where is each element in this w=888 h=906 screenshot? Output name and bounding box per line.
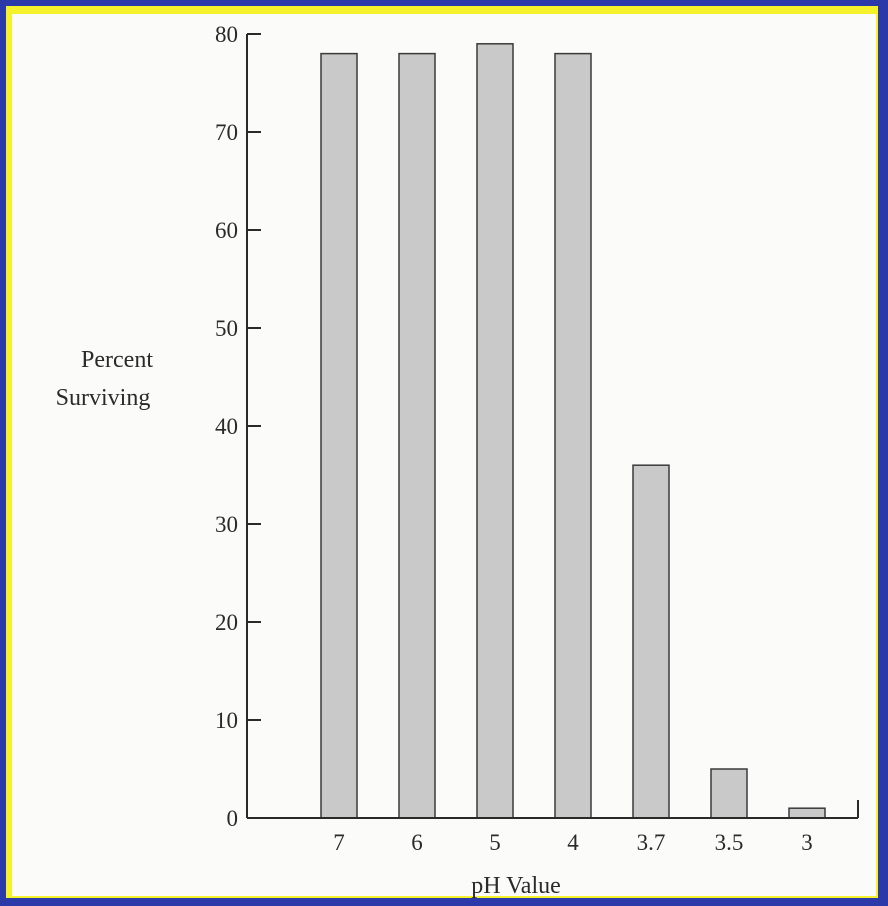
- bar-ph-5: [476, 43, 514, 819]
- y-tick-label: 30: [215, 512, 238, 537]
- x-tick-label: 4: [567, 830, 579, 855]
- x-tick-label: 3: [801, 830, 813, 855]
- x-axis-ticks: 7 6 5 4 3.7 3.5 3: [333, 830, 813, 855]
- y-tick-label: 70: [215, 120, 238, 145]
- bar-ph-3.7: [632, 464, 670, 819]
- x-tick-label: 7: [333, 830, 345, 855]
- y-tick-label: 80: [215, 22, 238, 47]
- bar-ph-6: [398, 52, 436, 819]
- x-axis-label: pH Value: [471, 873, 561, 899]
- y-tick-label: 60: [215, 218, 238, 243]
- y-tick-label: 50: [215, 316, 238, 341]
- bar-ph-3.5: [710, 768, 748, 819]
- y-tick-label: 10: [215, 708, 238, 733]
- x-tick-label: 3.5: [715, 830, 744, 855]
- bar-ph-7: [320, 52, 358, 819]
- x-tick-label: 6: [411, 830, 423, 855]
- x-tick-label: 3.7: [637, 830, 666, 855]
- bar-ph-3: [788, 807, 826, 819]
- y-axis-label-line-2: Surviving: [56, 385, 151, 411]
- x-tick-label: 5: [489, 830, 501, 855]
- y-axis-ticks: 0 10 20 30 40 50 60 70 80: [215, 22, 261, 831]
- bar-ph-4: [554, 52, 592, 819]
- y-tick-label: 20: [215, 610, 238, 635]
- y-axis-label-line-1: Percent: [81, 347, 153, 373]
- y-tick-label: 40: [215, 414, 238, 439]
- y-tick-label: 0: [227, 806, 239, 831]
- chart-paper: [12, 14, 876, 896]
- bars-group: [320, 43, 826, 819]
